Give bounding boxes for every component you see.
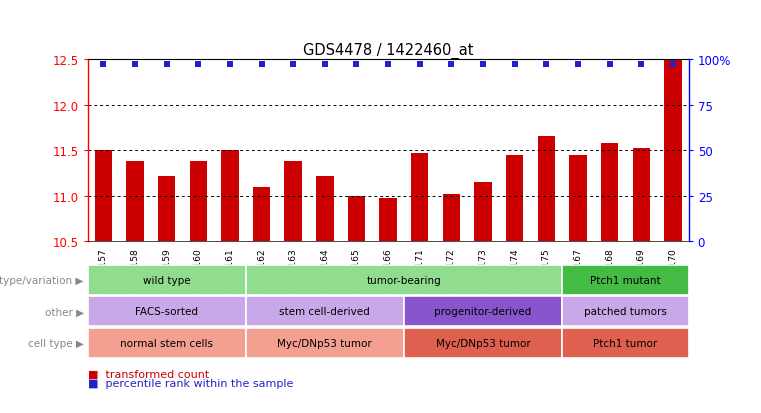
- Bar: [569, 155, 587, 242]
- Bar: [316, 176, 333, 242]
- Text: Myc/DNp53 tumor: Myc/DNp53 tumor: [435, 338, 530, 348]
- Point: [350, 62, 362, 69]
- Point: [161, 62, 173, 69]
- Bar: [632, 149, 650, 242]
- Point: [224, 62, 236, 69]
- Point: [540, 62, 552, 69]
- Bar: [474, 183, 492, 242]
- Bar: [443, 195, 460, 242]
- Text: wild type: wild type: [143, 275, 190, 285]
- Text: normal stem cells: normal stem cells: [120, 338, 213, 348]
- Point: [287, 62, 299, 69]
- Bar: [94, 151, 112, 242]
- Text: genotype/variation ▶: genotype/variation ▶: [0, 275, 84, 285]
- Point: [256, 62, 268, 69]
- Point: [414, 62, 426, 69]
- Point: [319, 62, 331, 69]
- Text: stem cell-derived: stem cell-derived: [279, 306, 370, 317]
- Bar: [158, 176, 175, 242]
- Point: [508, 62, 521, 69]
- Text: ■  percentile rank within the sample: ■ percentile rank within the sample: [88, 378, 293, 388]
- Text: patched tumors: patched tumors: [584, 306, 667, 317]
- Point: [667, 62, 679, 69]
- Bar: [126, 161, 144, 242]
- Text: tumor-bearing: tumor-bearing: [367, 275, 441, 285]
- Text: Myc/DNp53 tumor: Myc/DNp53 tumor: [278, 338, 372, 348]
- Title: GDS4478 / 1422460_at: GDS4478 / 1422460_at: [303, 43, 473, 59]
- Point: [635, 62, 648, 69]
- Point: [382, 62, 394, 69]
- Bar: [506, 155, 524, 242]
- Bar: [285, 161, 302, 242]
- Point: [97, 62, 110, 69]
- Bar: [380, 199, 396, 242]
- Bar: [411, 154, 428, 242]
- Text: progenitor-derived: progenitor-derived: [435, 306, 532, 317]
- Bar: [664, 60, 682, 242]
- Point: [129, 62, 141, 69]
- Bar: [537, 137, 555, 242]
- Text: cell type ▶: cell type ▶: [28, 338, 84, 348]
- Text: FACS-sorted: FACS-sorted: [135, 306, 198, 317]
- Text: ■  transformed count: ■ transformed count: [88, 368, 209, 378]
- Point: [603, 62, 616, 69]
- Point: [572, 62, 584, 69]
- Bar: [601, 143, 618, 242]
- Bar: [189, 161, 207, 242]
- Point: [445, 62, 457, 69]
- Text: other ▶: other ▶: [45, 306, 84, 317]
- Bar: [253, 187, 270, 242]
- Text: Ptch1 mutant: Ptch1 mutant: [590, 275, 661, 285]
- Text: Ptch1 tumor: Ptch1 tumor: [594, 338, 658, 348]
- Point: [477, 62, 489, 69]
- Bar: [348, 196, 365, 242]
- Point: [193, 62, 205, 69]
- Bar: [221, 151, 239, 242]
